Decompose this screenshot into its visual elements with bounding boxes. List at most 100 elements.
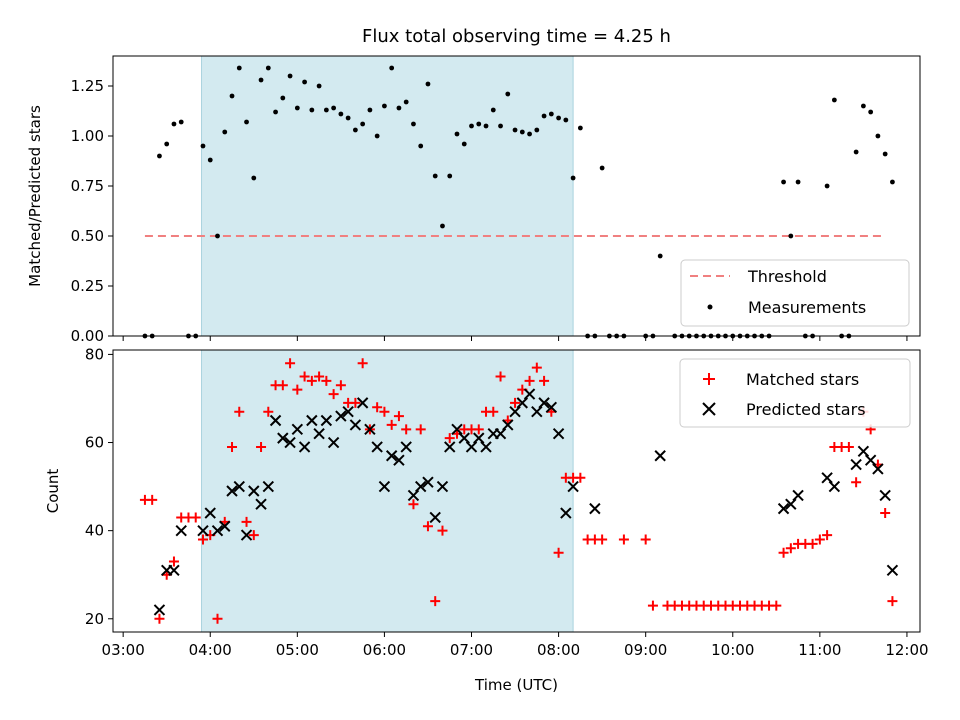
predicted-stars-point [255, 498, 267, 510]
predicted-stars-point [821, 472, 833, 484]
measurement-point [860, 103, 866, 109]
predicted-stars-point [284, 436, 296, 449]
matched-stars-point [880, 508, 891, 519]
measurement-point [352, 127, 358, 133]
predicted-stars-point [850, 458, 862, 471]
measurement-point [403, 99, 409, 105]
measurement-point [831, 97, 837, 103]
predicted-stars-point [792, 489, 804, 502]
predicted-stars-point [473, 432, 485, 444]
matched-stars-point [640, 534, 651, 545]
y-tick-label: 0.50 [71, 227, 104, 245]
predicted-stars-point [226, 485, 238, 497]
y-tick-label: 0.25 [71, 277, 104, 295]
x-tick-label: 11:00 [798, 641, 841, 659]
predicted-stars-point [313, 428, 325, 440]
predicted-stars-point [219, 520, 231, 532]
matched-stars-point [539, 375, 550, 386]
matched-stars-point [335, 380, 346, 391]
predicted-stars-point [523, 388, 536, 400]
matched-stars-point [372, 402, 383, 413]
measurement-point [411, 121, 416, 127]
matched-stars-point [531, 362, 542, 373]
measurement-point [331, 105, 337, 111]
matched-stars-point [814, 534, 825, 545]
measurement-point [207, 157, 213, 163]
matched-stars-point [393, 411, 404, 422]
y-tick-label: 40 [85, 522, 104, 540]
measurement-point [599, 165, 605, 171]
predicted-stars-point [233, 480, 245, 493]
measurement-point [657, 253, 663, 259]
legend-matched-marker [703, 373, 715, 385]
matched-stars-point [408, 499, 419, 510]
predicted-stars-point [589, 502, 601, 515]
panel-top: 0.00 0.25 0.50 0.75 1.00 1.25 Flux total obse… [26, 26, 921, 345]
measurement-point [447, 173, 453, 179]
predicted-stars-point [872, 463, 884, 475]
measurement-point [476, 121, 482, 127]
measurement-point [548, 111, 554, 117]
predicted-stars-point [480, 441, 492, 453]
matched-stars-point [168, 556, 179, 567]
predicted-stars-point [378, 480, 391, 493]
matched-stars-point [575, 472, 586, 483]
matched-stars-point [422, 521, 433, 532]
predicted-stars-point [502, 419, 514, 431]
matched-stars-point [350, 397, 361, 408]
measurement-point [316, 83, 322, 89]
y-tick-label: 0.00 [71, 327, 104, 345]
x-tick-label: 09:00 [624, 641, 667, 659]
measurement-point [890, 179, 895, 185]
predicted-stars-point [545, 401, 558, 413]
measurement-point [215, 233, 220, 239]
predicted-stars-point [785, 498, 797, 510]
predicted-stars-point [879, 489, 891, 502]
matched-stars-point [263, 406, 274, 417]
predicted-stars-point [240, 529, 253, 541]
measurement-point [251, 175, 257, 181]
measurement-point [505, 91, 511, 97]
measurement-point [287, 73, 293, 79]
measurement-point [527, 131, 532, 137]
matched-stars-point [328, 389, 339, 400]
matched-stars-point [524, 375, 535, 386]
matched-stars-point [473, 424, 484, 435]
measurement-point [498, 123, 503, 129]
measurement-point [258, 77, 264, 83]
predicted-stars-point [168, 564, 180, 577]
predicted-stars-point [777, 502, 790, 515]
measurement-point [795, 179, 801, 185]
measurement-point [425, 81, 431, 87]
predicted-stars-point [828, 480, 841, 493]
predicted-stars-point [444, 441, 456, 453]
measurement-point [273, 109, 278, 115]
matched-stars-point [299, 371, 310, 382]
plot-frame [112, 55, 921, 337]
predicted-stars-point [197, 524, 209, 537]
predicted-stars-point [335, 410, 347, 422]
predicted-stars-point [516, 397, 529, 409]
panel-bottom: 03:00 04:00 05:00 06:00 07:00 08:00 09:00 10:00… [44, 345, 929, 694]
predicted-stars-point [654, 450, 666, 462]
predicted-stars-point [429, 511, 441, 524]
measurement-point [244, 119, 249, 125]
predicted-stars-point [320, 414, 333, 427]
predicted-stars-point [356, 397, 369, 409]
predicted-stars-point [531, 405, 543, 418]
matched-stars-point [430, 596, 441, 607]
predicted-stars-point [509, 405, 521, 418]
y-tick-label: 1.00 [71, 127, 104, 145]
legend: Matched stars Predicted stars [679, 358, 911, 428]
y-tick-label: 20 [85, 610, 104, 628]
measurement-point [367, 107, 373, 113]
matched-stars-point [553, 547, 564, 558]
x-tick-label: 08:00 [537, 641, 580, 659]
measurement-point [236, 65, 242, 71]
predicted-stars-point [451, 423, 463, 436]
matched-stars-point [147, 494, 158, 505]
shaded-span [201, 349, 574, 633]
predicted-stars-point [342, 405, 354, 418]
predicted-stars-point [175, 524, 187, 537]
measurement-point [541, 113, 547, 119]
